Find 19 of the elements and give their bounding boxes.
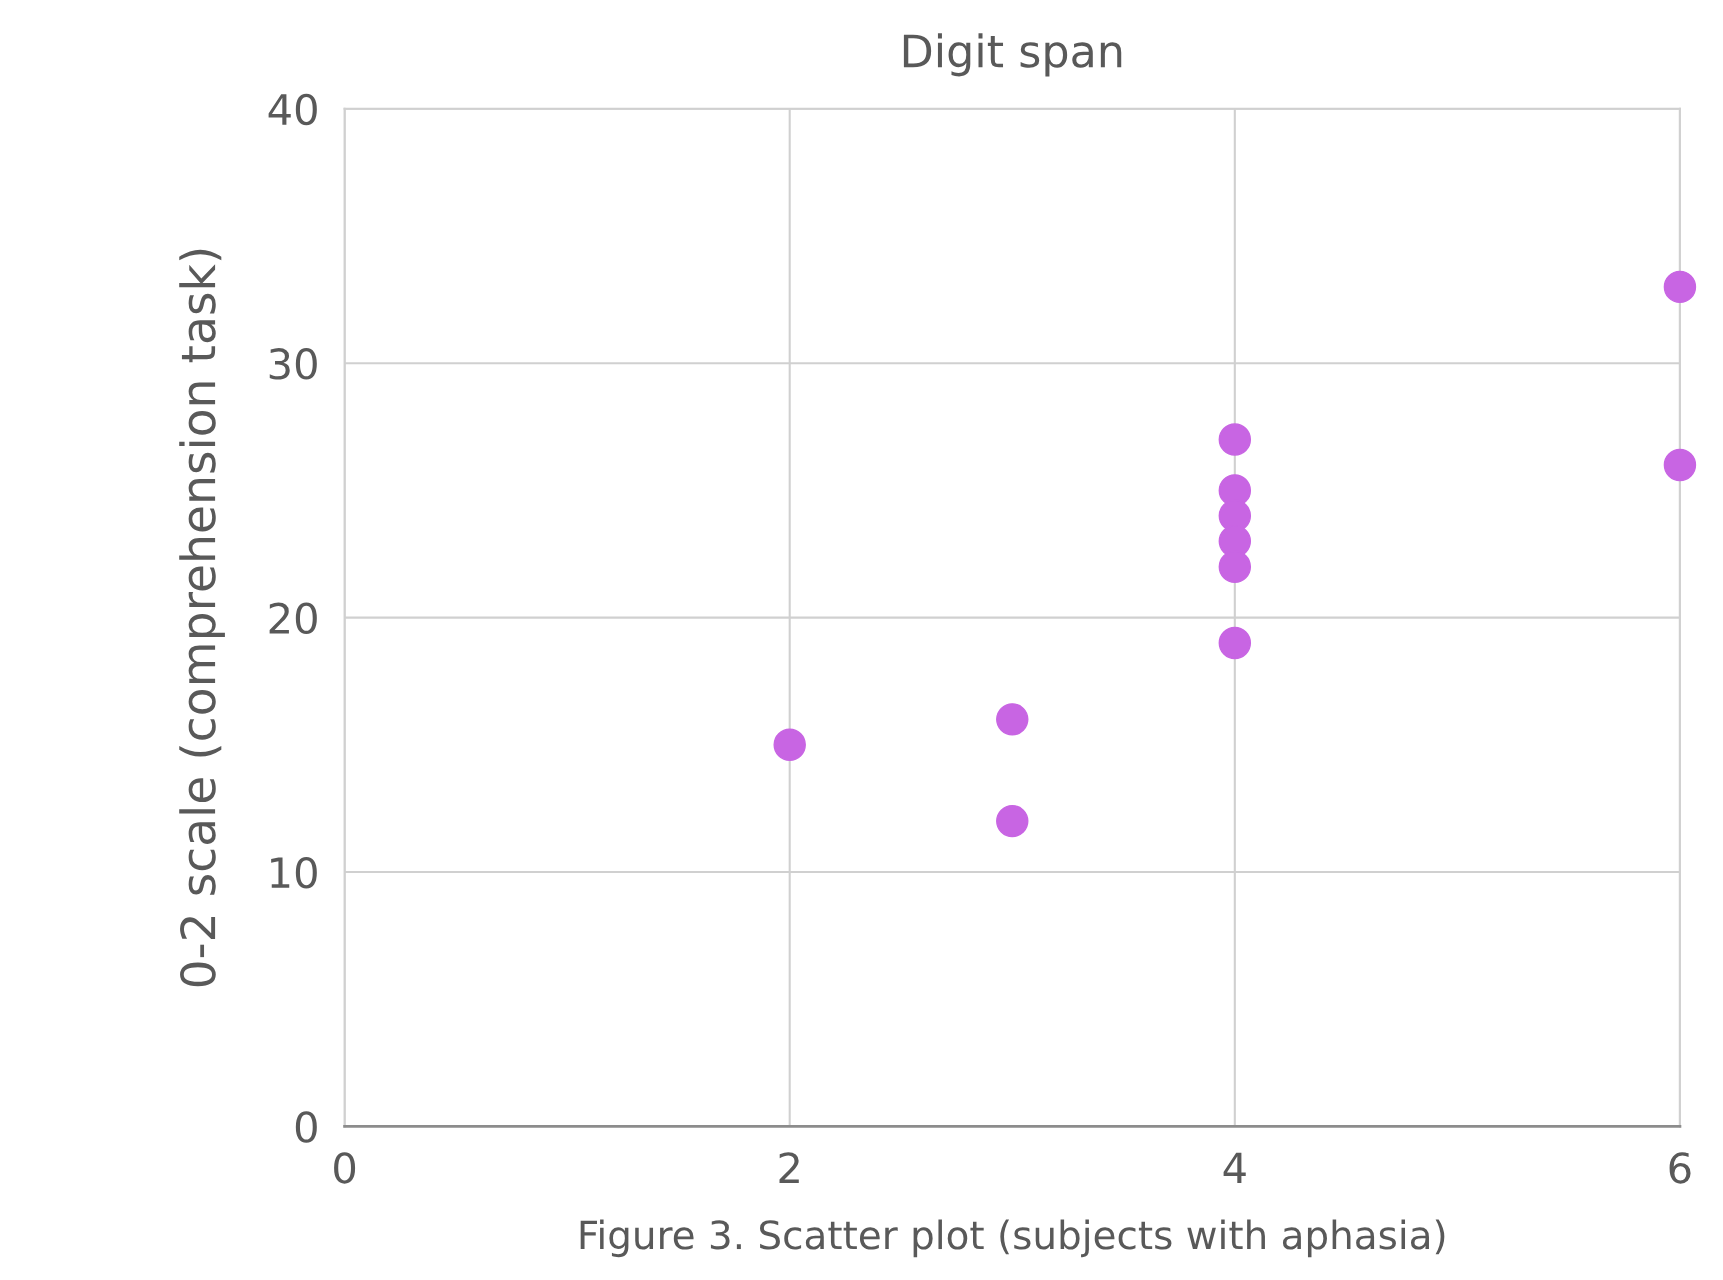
point bbox=[1218, 626, 1252, 660]
point bbox=[1218, 423, 1252, 456]
x-tick-label: 6 bbox=[1669, 1152, 1691, 1184]
chart-title: Digit span bbox=[903, 33, 1122, 77]
point bbox=[1663, 270, 1697, 304]
y-tick-label: 30 bbox=[269, 348, 317, 380]
point bbox=[996, 703, 1029, 736]
y-tick-label: 40 bbox=[268, 93, 317, 126]
x-tick-label: 4 bbox=[1223, 1152, 1246, 1184]
y-tick-label: 0 bbox=[295, 1111, 317, 1143]
point bbox=[1663, 448, 1697, 482]
y-tick-label: 10 bbox=[271, 856, 317, 889]
x-tick-label: 0 bbox=[334, 1152, 356, 1184]
point bbox=[996, 804, 1029, 838]
y-tick-label: 20 bbox=[269, 602, 317, 635]
y-axis-title: 0-2 scale (comprehension task) bbox=[179, 249, 225, 987]
x-axis-title: Figure 3. Scatter plot (subjects with aphasia) bbox=[580, 1219, 1445, 1258]
point bbox=[773, 728, 806, 762]
x-tick-label: 2 bbox=[779, 1152, 799, 1184]
